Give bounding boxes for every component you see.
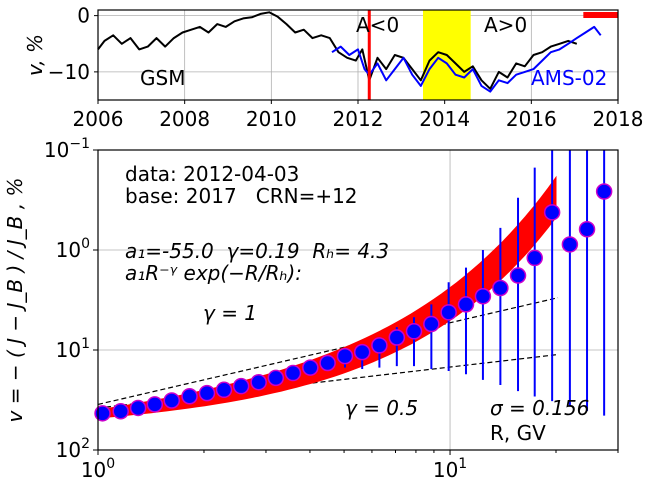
data-point [250, 373, 267, 391]
bottom-y-tick-label: 102 [56, 436, 90, 462]
ams02-label: AMS-02 [531, 66, 607, 90]
data-point [509, 267, 527, 284]
data-points [94, 183, 613, 422]
bottom-y-tick-label: 10−1 [44, 136, 90, 162]
data-point [129, 399, 147, 417]
bottom-x-ticks: 100 101 [81, 450, 619, 482]
top-series-lines [97, 11, 602, 93]
top-x-tick-label: 2018 [593, 107, 644, 131]
error-bars [343, 150, 606, 416]
data-point [561, 236, 579, 253]
top-y-ticks: 0 −10 [48, 4, 98, 84]
reference-lines [97, 297, 559, 409]
data-point [112, 403, 129, 420]
top-y-axis-label: v, % [23, 34, 47, 76]
bottom-y-tick-label: 100 [56, 236, 90, 262]
data-point [526, 249, 543, 267]
data-point [163, 392, 181, 409]
data-point [578, 220, 596, 238]
gamma-05-label: γ = 0.5 [345, 396, 418, 420]
reference-line-gamma05 [97, 353, 559, 409]
a-negative-label: A<0 [356, 13, 399, 37]
data-point [474, 287, 492, 305]
bottom-plot-frame [97, 149, 619, 451]
bottom-y-axis-label: v = − ( J − J_B ) / J_B , % [3, 178, 27, 423]
data-point [336, 347, 354, 365]
bottom-x-tick-label: 100 [81, 456, 115, 482]
top-x-tick-label: 2010 [246, 107, 297, 131]
data-point [353, 343, 371, 361]
data-point [146, 396, 164, 413]
base-text: base: 2017 CRN=+12 [125, 184, 358, 208]
series-line-ams02 [331, 25, 602, 93]
data-point [440, 304, 457, 321]
data-point [302, 359, 319, 376]
top-y-tick-label: −10 [48, 60, 90, 84]
reference-line-gamma1 [97, 297, 559, 405]
data-point [405, 323, 423, 340]
bottom-y-tick-label: 101 [56, 336, 90, 362]
data-point [595, 183, 613, 200]
top-red-bar [583, 12, 618, 18]
fit-params-text: a₁=-55.0 γ=0.19 Rₕ= 4.3 [125, 239, 389, 263]
top-x-tick-label: 2008 [159, 107, 210, 131]
data-point [543, 204, 561, 221]
top-x-tick-label: 2016 [506, 107, 557, 131]
data-point [457, 296, 475, 313]
data-point [181, 387, 198, 405]
bottom-y-ticks: 10−1 100 101 102 [44, 136, 98, 462]
data-point [198, 384, 216, 402]
data-point [94, 405, 111, 422]
a-positive-label: A>0 [484, 13, 527, 37]
rigidity-panel: 100 101 10−1 100 101 102 data: 2012-04-03 ba… [3, 136, 619, 482]
data-point [371, 337, 388, 354]
data-point [215, 381, 233, 399]
data-point [388, 329, 406, 346]
top-x-ticks: 2006 2008 2010 2012 2014 2016 2018 [73, 100, 644, 131]
data-date-text: data: 2012-04-03 [125, 162, 299, 186]
bottom-x-tick-label: 101 [433, 456, 467, 482]
data-point [423, 315, 440, 333]
top-x-tick-label: 2012 [333, 107, 384, 131]
gamma-1-label: γ = 1 [203, 301, 257, 325]
top-x-tick-label: 2014 [419, 107, 470, 131]
data-point [232, 377, 250, 395]
data-point [267, 369, 285, 387]
top-y-tick-label: 0 [77, 4, 90, 28]
series-line-gsm [97, 11, 578, 90]
top-x-tick-label: 2006 [73, 107, 124, 131]
sigma-label: σ = 0.156 [490, 396, 589, 420]
data-point [284, 364, 302, 382]
time-series-panel: 2006 2008 2010 2012 2014 2016 2018 0 −10 GSM AM… [23, 4, 643, 131]
bottom-x-axis-label: R, GV [490, 421, 546, 445]
fit-formula-text: a₁R⁻ᵞ exp(−R/Rₕ): [125, 261, 302, 285]
data-point [492, 279, 509, 297]
gsm-label: GSM [140, 66, 185, 90]
data-point [319, 354, 336, 372]
